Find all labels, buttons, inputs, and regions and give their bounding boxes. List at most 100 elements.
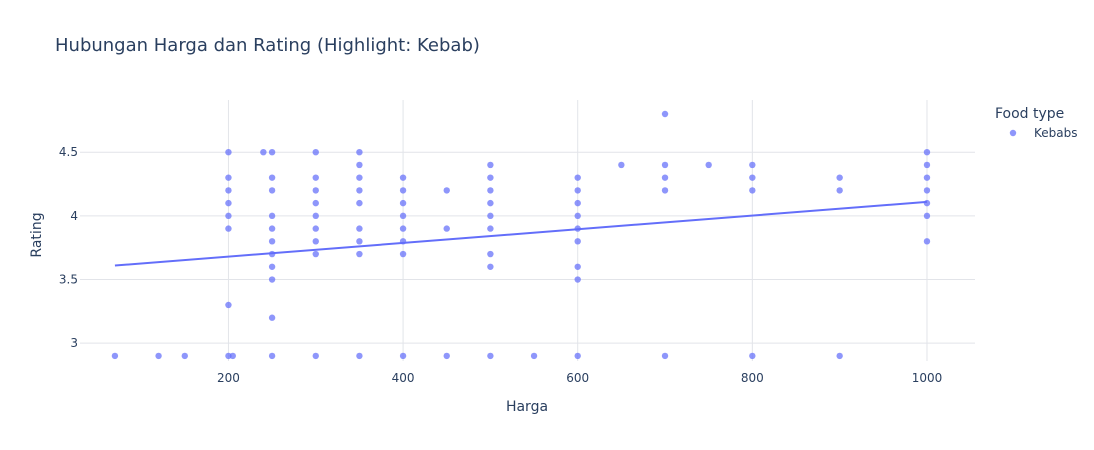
data-point[interactable] [923, 161, 931, 169]
data-point[interactable] [356, 149, 363, 156]
data-point[interactable] [356, 161, 363, 169]
data-point[interactable] [268, 149, 276, 156]
data-point[interactable] [312, 250, 319, 258]
data-point[interactable] [487, 352, 494, 360]
data-point[interactable] [661, 174, 669, 181]
data-point[interactable] [574, 225, 581, 232]
data-point[interactable] [487, 225, 494, 232]
data-point[interactable] [399, 174, 407, 181]
data-point[interactable] [312, 212, 319, 220]
data-point[interactable] [268, 238, 276, 245]
legend-marker-kebabs[interactable] [1009, 129, 1017, 137]
data-point[interactable] [574, 187, 581, 194]
data-point[interactable] [487, 212, 494, 220]
data-point[interactable] [312, 352, 319, 360]
data-point[interactable] [268, 212, 276, 220]
data-point[interactable] [268, 250, 276, 258]
data-point[interactable] [399, 250, 407, 258]
data-point[interactable] [487, 174, 494, 181]
data-point[interactable] [443, 225, 450, 232]
data-point[interactable] [574, 352, 581, 360]
data-point[interactable] [749, 161, 756, 169]
data-point[interactable] [574, 263, 581, 270]
data-point[interactable] [225, 199, 232, 207]
data-point[interactable] [923, 174, 931, 181]
data-point[interactable] [399, 199, 407, 207]
data-point[interactable] [356, 238, 363, 245]
data-point[interactable] [111, 352, 119, 360]
data-point[interactable] [356, 199, 363, 207]
data-point[interactable] [229, 352, 237, 360]
x-tick-label: 600 [566, 371, 589, 385]
data-point[interactable] [923, 149, 931, 156]
data-point[interactable] [356, 174, 363, 181]
data-point[interactable] [487, 250, 494, 258]
data-point[interactable] [836, 352, 843, 360]
data-point[interactable] [312, 174, 319, 181]
data-point[interactable] [487, 187, 494, 194]
data-point[interactable] [225, 301, 232, 309]
data-point[interactable] [399, 225, 407, 232]
data-point[interactable] [225, 187, 232, 194]
legend[interactable]: Food type Kebabs [995, 106, 1078, 140]
data-point[interactable] [268, 352, 276, 360]
x-tick-label: 200 [217, 371, 240, 385]
data-point[interactable] [356, 250, 363, 258]
data-point[interactable] [574, 276, 581, 283]
data-point[interactable] [312, 149, 319, 156]
data-point[interactable] [312, 199, 319, 207]
data-point[interactable] [705, 161, 712, 169]
data-point[interactable] [312, 225, 319, 232]
data-point[interactable] [836, 187, 843, 194]
data-point[interactable] [356, 352, 363, 360]
data-point[interactable] [268, 174, 276, 181]
data-point[interactable] [661, 187, 669, 194]
data-point[interactable] [923, 212, 931, 220]
data-point[interactable] [487, 199, 494, 207]
data-point[interactable] [749, 174, 756, 181]
data-point[interactable] [356, 187, 363, 194]
data-point[interactable] [923, 238, 931, 245]
data-point[interactable] [181, 352, 188, 360]
data-point[interactable] [574, 212, 581, 220]
data-point[interactable] [574, 199, 581, 207]
data-point[interactable] [487, 161, 494, 169]
data-point[interactable] [661, 352, 669, 360]
data-point[interactable] [312, 238, 319, 245]
data-point[interactable] [618, 161, 625, 169]
data-point[interactable] [443, 187, 450, 194]
data-point[interactable] [268, 314, 276, 321]
data-point[interactable] [225, 174, 232, 181]
data-point[interactable] [399, 212, 407, 220]
data-point[interactable] [268, 263, 276, 270]
data-point[interactable] [155, 352, 162, 360]
points-layer [111, 110, 931, 360]
data-point[interactable] [530, 352, 538, 360]
data-point[interactable] [399, 238, 407, 245]
data-point[interactable] [399, 352, 407, 360]
data-point[interactable] [399, 187, 407, 194]
data-point[interactable] [225, 149, 232, 156]
data-point[interactable] [574, 174, 581, 181]
data-point[interactable] [749, 352, 756, 360]
data-point[interactable] [487, 263, 494, 270]
data-point[interactable] [268, 276, 276, 283]
legend-title: Food type [995, 106, 1064, 122]
data-point[interactable] [225, 225, 232, 232]
data-point[interactable] [356, 225, 363, 232]
data-point[interactable] [661, 161, 669, 169]
data-point[interactable] [268, 225, 276, 232]
data-point[interactable] [443, 352, 450, 360]
data-point[interactable] [923, 187, 931, 194]
data-point[interactable] [312, 187, 319, 194]
data-point[interactable] [749, 187, 756, 194]
data-point[interactable] [260, 149, 267, 156]
data-point[interactable] [268, 187, 276, 194]
data-point[interactable] [923, 199, 931, 207]
data-point[interactable] [225, 212, 232, 220]
data-point[interactable] [574, 238, 581, 245]
y-tick-label: 3 [70, 336, 78, 350]
legend-label-kebabs[interactable]: Kebabs [1034, 126, 1078, 140]
data-point[interactable] [836, 174, 843, 181]
data-point[interactable] [661, 110, 669, 118]
